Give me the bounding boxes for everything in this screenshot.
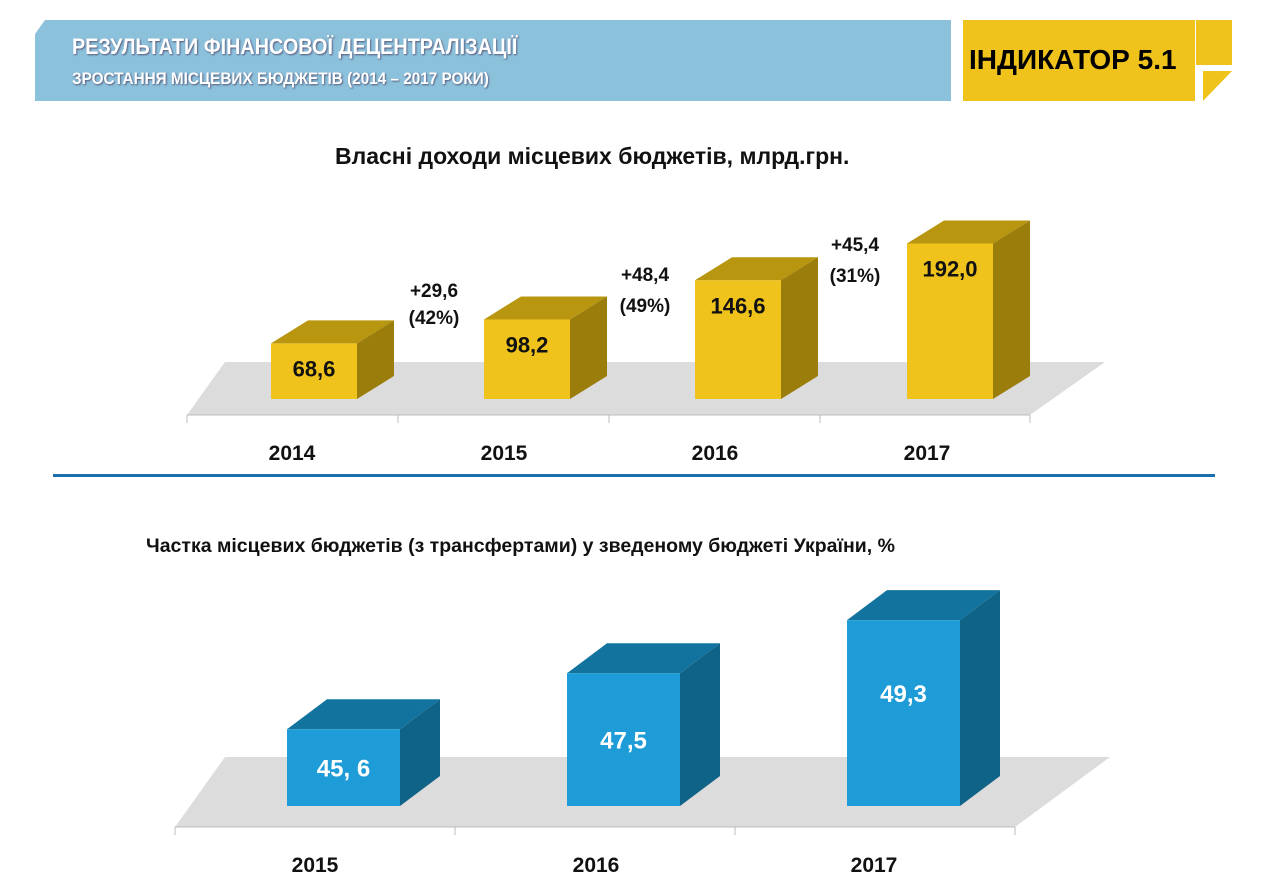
- bar-top: [847, 590, 1000, 621]
- bar-top: [271, 320, 394, 344]
- header-banner: РЕЗУЛЬТАТИ ФІНАНСОВОЇ ДЕЦЕНТРАЛІЗАЦІЇ ЗР…: [35, 20, 951, 101]
- bar-value-label: 47,5: [600, 728, 647, 755]
- bar-side: [960, 590, 1000, 806]
- bar-value-label: 192,0: [922, 256, 977, 281]
- growth-annotation-percent: (31%): [830, 266, 881, 287]
- category-label: 2017: [851, 854, 898, 877]
- growth-annotation: +45,4: [831, 235, 880, 256]
- bar-side: [570, 296, 607, 399]
- bar-value-label: 49,3: [880, 681, 927, 708]
- bar-side: [993, 220, 1030, 399]
- category-label: 2015: [481, 442, 528, 465]
- bar-top: [287, 699, 440, 730]
- bar-side: [781, 257, 818, 399]
- chart1-title: Власні доходи місцевих бюджетів, млрд.гр…: [335, 143, 850, 169]
- bar-value-label: 45, 6: [317, 756, 370, 783]
- divider: [53, 474, 1215, 477]
- indicator-label: ІНДИКАТОР 5.1: [969, 44, 1177, 75]
- category-label: 2014: [269, 442, 316, 465]
- category-label: 2016: [573, 854, 620, 877]
- bar-2015: [287, 729, 400, 806]
- header-subtitle: ЗРОСТАННЯ МІСЦЕВИХ БЮДЖЕТІВ (2014 – 2017…: [72, 69, 489, 88]
- category-label: 2016: [692, 442, 739, 465]
- header-title: РЕЗУЛЬТАТИ ФІНАНСОВОЇ ДЕЦЕНТРАЛІЗАЦІЇ: [72, 34, 518, 59]
- bar-2014: [271, 343, 357, 399]
- bar-value-label: 68,6: [293, 356, 336, 381]
- bar-side: [400, 699, 440, 806]
- growth-annotation: +29,6: [410, 281, 458, 302]
- bar-2016: [567, 673, 680, 806]
- growth-annotation: +48,4: [621, 265, 670, 286]
- growth-annotation-percent: (49%): [620, 296, 671, 317]
- indicator-badge: ІНДИКАТОР 5.1: [963, 20, 1195, 101]
- chart2-title: Частка місцевих бюджетів (з трансфертами…: [146, 535, 895, 557]
- bar-top: [907, 220, 1030, 244]
- category-label: 2017: [904, 442, 951, 465]
- category-label: 2015: [292, 854, 339, 877]
- growth-annotation-percent: (42%): [409, 308, 460, 329]
- bar-value-label: 98,2: [506, 332, 549, 357]
- bar-2016: [695, 280, 781, 399]
- chart1-floor: [187, 362, 1105, 415]
- bar-side: [680, 643, 720, 806]
- bar-value-label: 146,6: [710, 293, 765, 318]
- bar-side: [357, 320, 394, 399]
- bar-top: [484, 296, 607, 320]
- bar-2017: [907, 243, 993, 399]
- bar-top: [567, 643, 720, 674]
- bar-2017: [847, 620, 960, 806]
- bar-top: [695, 257, 818, 281]
- bar-2015: [484, 319, 570, 399]
